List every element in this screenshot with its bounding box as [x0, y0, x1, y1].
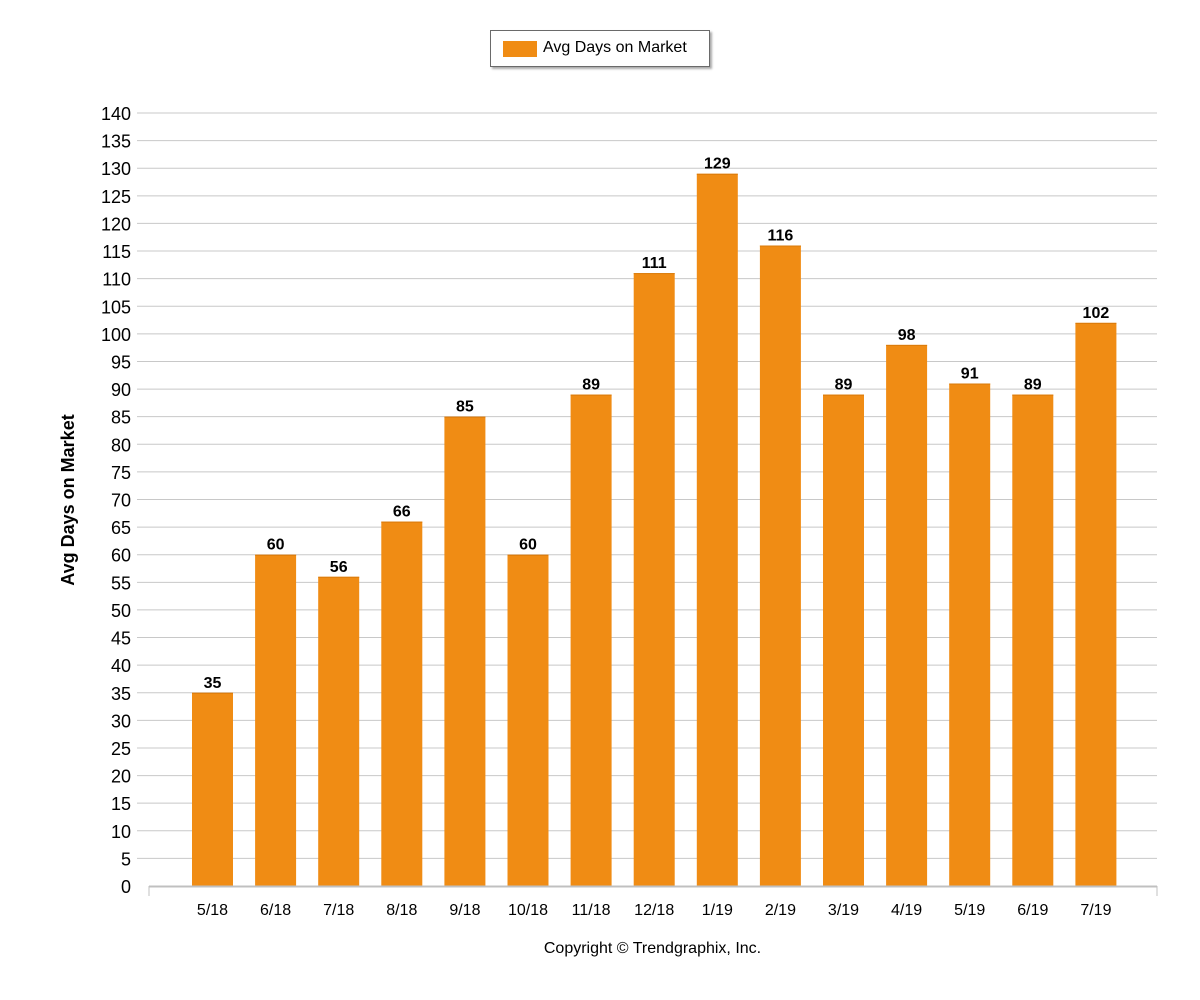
- x-tick-label: 8/18: [386, 902, 417, 919]
- bar-5/18: [192, 692, 233, 886]
- bar-11/18: [570, 394, 612, 886]
- bars: [192, 173, 1117, 886]
- y-tick-label: 95: [111, 352, 131, 372]
- legend-label: Avg Days on Market: [543, 39, 687, 56]
- x-tick-label: 5/18: [197, 902, 228, 919]
- y-tick-labels: 0 5 10 15 20 25 30 35 40 45 50 55 60 65 70 75 80 85 90 95 10…: [101, 104, 131, 897]
- bar-2/19: [759, 245, 801, 886]
- y-tick-label: 35: [111, 684, 131, 704]
- bar-12/18: [633, 273, 675, 886]
- y-tick-label: 75: [111, 463, 131, 483]
- bar-value-label: 91: [961, 366, 979, 383]
- y-tick-label: 70: [111, 491, 131, 511]
- y-tick-label: 125: [101, 187, 131, 207]
- bar-6/19: [1012, 394, 1054, 886]
- bar-5/19: [949, 383, 991, 886]
- bar-7/19: [1075, 322, 1117, 886]
- x-tick-label: 4/19: [891, 902, 922, 919]
- bar-value-label: 89: [1024, 377, 1042, 394]
- y-tick-label: 15: [111, 794, 131, 814]
- y-tick-label: 90: [111, 380, 131, 400]
- x-tick-label: 10/18: [508, 902, 548, 919]
- x-tick-label: 9/18: [449, 902, 480, 919]
- y-tick-label: 30: [111, 711, 131, 731]
- bar-value-label: 116: [767, 228, 793, 245]
- bar-value-label: 35: [204, 675, 222, 692]
- y-tick-label: 20: [111, 767, 131, 787]
- y-tick-label: 80: [111, 435, 131, 455]
- x-tick-label: 7/19: [1080, 902, 1111, 919]
- bar-value-label: 85: [456, 399, 474, 416]
- y-tick-label: 5: [121, 849, 131, 869]
- bar-value-label: 102: [1083, 305, 1110, 322]
- x-tick-label: 6/19: [1017, 902, 1048, 919]
- bar-value-label: 60: [519, 537, 537, 554]
- y-tick-label: 140: [101, 104, 131, 124]
- x-tick-label: 11/18: [572, 902, 611, 919]
- y-tick-label: 0: [121, 877, 131, 897]
- y-tick-label: 55: [111, 573, 131, 593]
- bar-10/18: [507, 554, 549, 886]
- bar-9/18: [444, 416, 486, 886]
- x-tick-label: 12/18: [634, 902, 674, 919]
- x-tick-labels: 5/18 6/18 7/18 8/18 9/18 10/18 11/18 12/18 1/19 2…: [197, 902, 1112, 919]
- bar-1/19: [696, 173, 738, 886]
- y-tick-label: 45: [111, 629, 131, 649]
- y-tick-label: 85: [111, 408, 131, 428]
- x-axis: [148, 885, 1158, 896]
- bar-3/19: [823, 394, 864, 886]
- x-tick-label: 7/18: [323, 902, 354, 919]
- legend: Avg Days on Market: [490, 30, 710, 67]
- bar-value-label: 66: [393, 504, 411, 521]
- x-tick-label: 5/19: [954, 902, 985, 919]
- y-tick-label: 10: [111, 822, 131, 842]
- bar-8/18: [381, 521, 423, 886]
- y-tick-label: 130: [101, 159, 131, 179]
- bar-value-label: 129: [704, 156, 731, 173]
- x-tick-label: 6/18: [260, 902, 291, 919]
- x-tick-label: 2/19: [765, 902, 796, 919]
- x-tick-label: 1/19: [702, 902, 733, 919]
- legend-swatch: [503, 41, 537, 57]
- y-tick-label: 120: [101, 214, 131, 234]
- bar-value-label: 89: [582, 377, 600, 394]
- bar-value-labels: 35 60 56 66 85 60 89 111 129 116 89 98 91 89 102: [204, 156, 1110, 692]
- bar-4/19: [886, 344, 928, 886]
- y-tick-label: 40: [111, 656, 131, 676]
- y-tick-label: 115: [102, 242, 131, 262]
- y-axis-title: Avg Days on Market: [58, 414, 78, 585]
- y-tick-label: 100: [101, 325, 131, 345]
- y-tick-label: 65: [111, 518, 131, 538]
- y-tick-label: 110: [102, 270, 131, 290]
- y-tick-label: 135: [101, 132, 131, 152]
- y-tick-label: 50: [111, 601, 131, 621]
- bar-value-label: 98: [898, 327, 916, 344]
- bar-value-label: 56: [330, 559, 348, 576]
- copyright-text: Copyright © Trendgraphix, Inc.: [543, 940, 762, 957]
- bar-6/18: [255, 554, 297, 886]
- x-tick-label: 3/19: [828, 902, 859, 919]
- bar-value-label: 60: [267, 537, 285, 554]
- y-tick-label: 60: [111, 546, 131, 566]
- y-tick-label: 25: [111, 739, 131, 759]
- bar-7/18: [318, 576, 360, 886]
- bar-value-label: 89: [835, 377, 853, 394]
- y-tick-label: 105: [101, 297, 131, 317]
- bar-value-label: 111: [642, 255, 667, 272]
